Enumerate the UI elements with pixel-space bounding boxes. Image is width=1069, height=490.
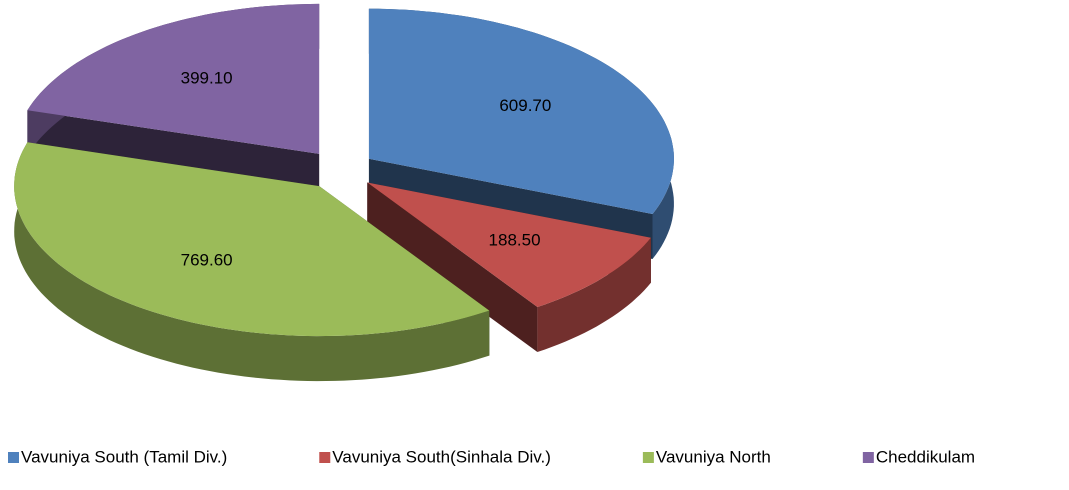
data-label: 399.10 <box>181 69 233 88</box>
legend-label: Vavuniya North <box>656 447 771 466</box>
legend-swatch <box>319 452 331 463</box>
slice-top <box>367 182 651 307</box>
legend-swatch <box>642 452 654 463</box>
legend-label: Cheddikulam <box>876 447 975 466</box>
legend-label: Vavuniya South (Tamil Div.) <box>21 447 227 466</box>
legend-label: Vavuniya South(Sinhala Div.) <box>332 447 551 466</box>
data-label: 188.50 <box>489 230 541 249</box>
slice-side <box>367 182 538 352</box>
data-label: 609.70 <box>499 96 551 115</box>
legend-swatch <box>8 452 19 463</box>
slice-top <box>14 142 490 337</box>
data-label: 769.60 <box>181 250 233 269</box>
pie-slice <box>14 142 490 382</box>
slice-side <box>537 237 651 352</box>
legend-swatch <box>862 452 874 463</box>
slice-side <box>14 142 490 382</box>
slice-top <box>368 8 674 214</box>
pie-slice <box>367 182 651 352</box>
slice-top <box>27 3 320 154</box>
